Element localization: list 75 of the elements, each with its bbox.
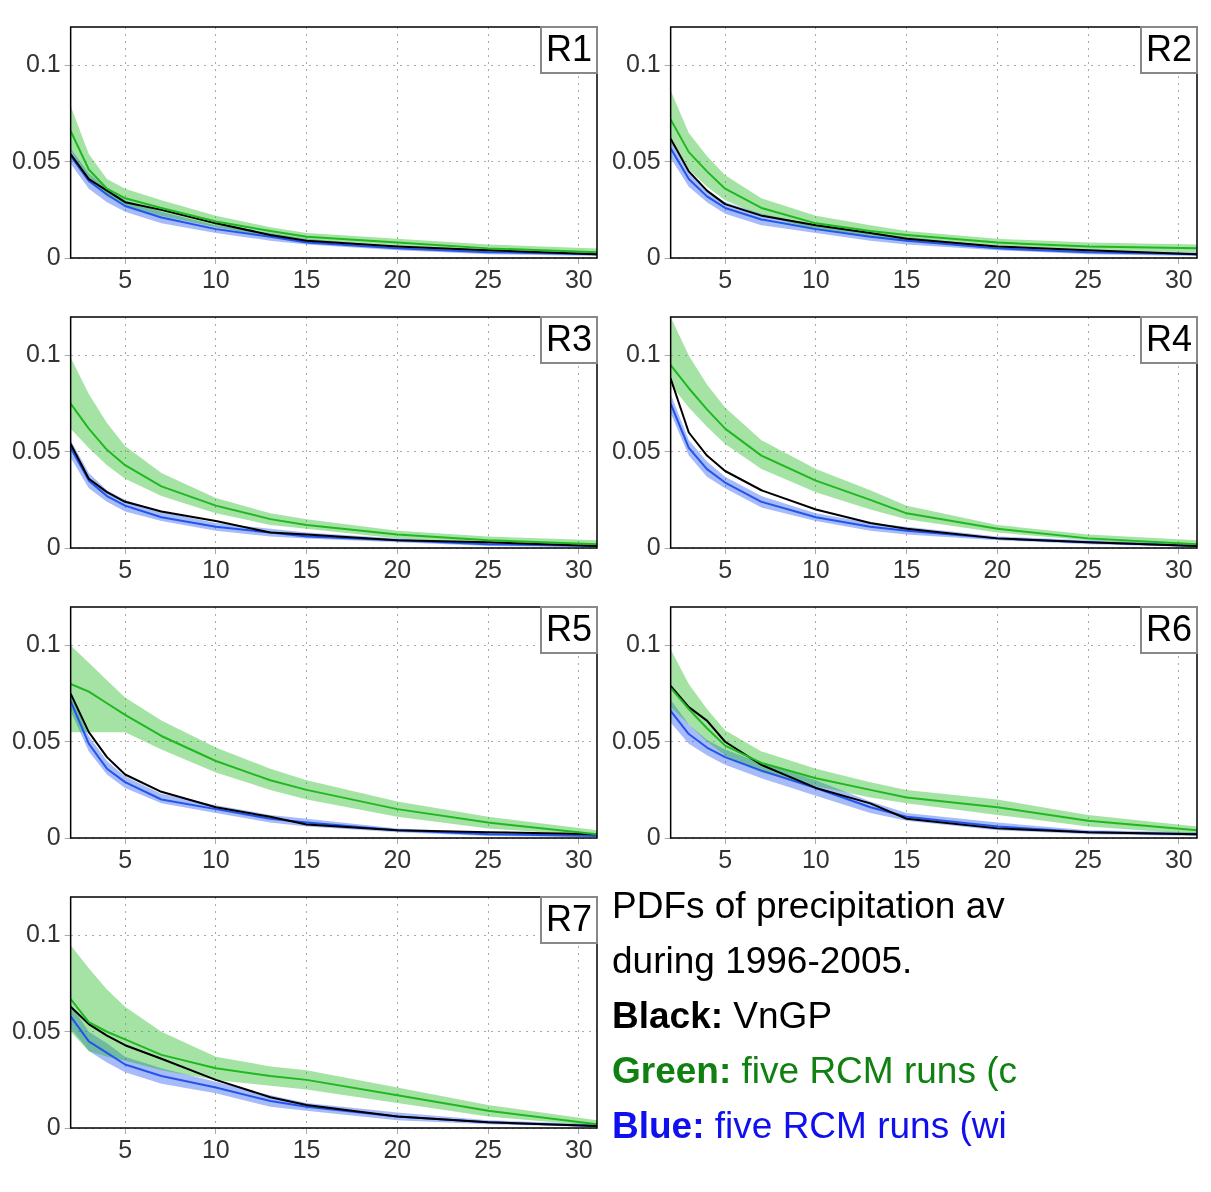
chart-title: R3 (545, 317, 593, 359)
x-tick-label: 15 (292, 1134, 321, 1163)
y-tick-label: 0 (46, 241, 61, 270)
y-tick-label: 0.1 (25, 339, 61, 368)
x-tick-label: 5 (118, 1134, 133, 1163)
y-tick-label: 0.1 (25, 49, 61, 78)
x-tick-label: 25 (474, 554, 503, 583)
x-tick-label: 5 (118, 264, 133, 293)
x-tick-label: 15 (892, 844, 921, 873)
x-tick-label: 20 (383, 264, 412, 293)
y-tick-label: 0 (46, 821, 61, 850)
x-tick-label: 20 (383, 1134, 412, 1163)
chart-title: R1 (545, 27, 593, 69)
x-tick-label: 15 (292, 264, 321, 293)
chart-title: R2 (1145, 27, 1193, 69)
y-tick-label: 0.1 (625, 49, 661, 78)
x-tick-label: 30 (564, 264, 593, 293)
text: PDFs of precipitation av (612, 884, 1006, 928)
x-tick-label: 5 (718, 554, 733, 583)
y-tick-label: 0.05 (611, 145, 661, 174)
y-tick-label: 0 (646, 241, 661, 270)
x-tick-label: 10 (801, 844, 830, 873)
chart-title: R6 (1145, 607, 1193, 649)
x-tick-label: 10 (201, 1134, 230, 1163)
x-tick-label: 30 (564, 844, 593, 873)
x-tick-label: 25 (1074, 844, 1103, 873)
x-tick-label: 20 (383, 844, 412, 873)
x-tick-label: 30 (1164, 264, 1193, 293)
y-tick-label: 0.05 (11, 1015, 61, 1044)
x-tick-label: 15 (292, 844, 321, 873)
x-tick-label: 10 (201, 844, 230, 873)
y-tick-label: 0 (646, 531, 661, 560)
x-tick-label: 30 (1164, 554, 1193, 583)
x-tick-label: 20 (983, 554, 1012, 583)
y-tick-label: 0.05 (611, 725, 661, 754)
x-tick-label: 15 (292, 554, 321, 583)
x-tick-label: 30 (564, 554, 593, 583)
y-tick-label: 0 (46, 531, 61, 560)
x-tick-label: 10 (201, 554, 230, 583)
y-tick-label: 0 (646, 821, 661, 850)
x-tick-label: 15 (892, 554, 921, 583)
x-tick-label: 5 (718, 264, 733, 293)
y-tick-label: 0.1 (625, 629, 661, 658)
x-tick-label: 20 (383, 554, 412, 583)
text: during 1996-2005. (612, 939, 914, 983)
x-tick-label: 20 (983, 264, 1012, 293)
y-tick-label: 0.05 (11, 435, 61, 464)
x-tick-label: 5 (718, 844, 733, 873)
x-tick-label: 10 (801, 554, 830, 583)
y-tick-label: 0 (46, 1111, 61, 1140)
chart-title: R4 (1145, 317, 1193, 359)
y-tick-label: 0.05 (11, 725, 61, 754)
x-tick-label: 25 (474, 844, 503, 873)
x-tick-label: 10 (801, 264, 830, 293)
text: Blue: five RCM runs (wi (612, 1105, 1007, 1146)
y-tick-label: 0.05 (11, 145, 61, 174)
text: Green: five RCM runs (c (612, 1050, 1018, 1091)
y-tick-label: 0.1 (25, 629, 61, 658)
y-tick-label: 0.1 (625, 339, 661, 368)
chart-title: R7 (545, 897, 593, 939)
y-tick-label: 0.05 (611, 435, 661, 464)
x-tick-label: 5 (118, 844, 133, 873)
x-tick-label: 25 (474, 264, 503, 293)
y-tick-label: 0.1 (25, 919, 61, 948)
x-tick-label: 20 (983, 844, 1012, 873)
x-tick-label: 15 (892, 264, 921, 293)
x-tick-label: 25 (1074, 554, 1103, 583)
x-tick-label: 30 (1164, 844, 1193, 873)
x-tick-label: 30 (564, 1134, 593, 1163)
x-tick-label: 10 (201, 264, 230, 293)
x-tick-label: 25 (474, 1134, 503, 1163)
x-tick-label: 25 (1074, 264, 1103, 293)
x-tick-label: 5 (118, 554, 133, 583)
chart-title: R5 (545, 607, 593, 649)
text: Black: VnGP (612, 995, 833, 1036)
